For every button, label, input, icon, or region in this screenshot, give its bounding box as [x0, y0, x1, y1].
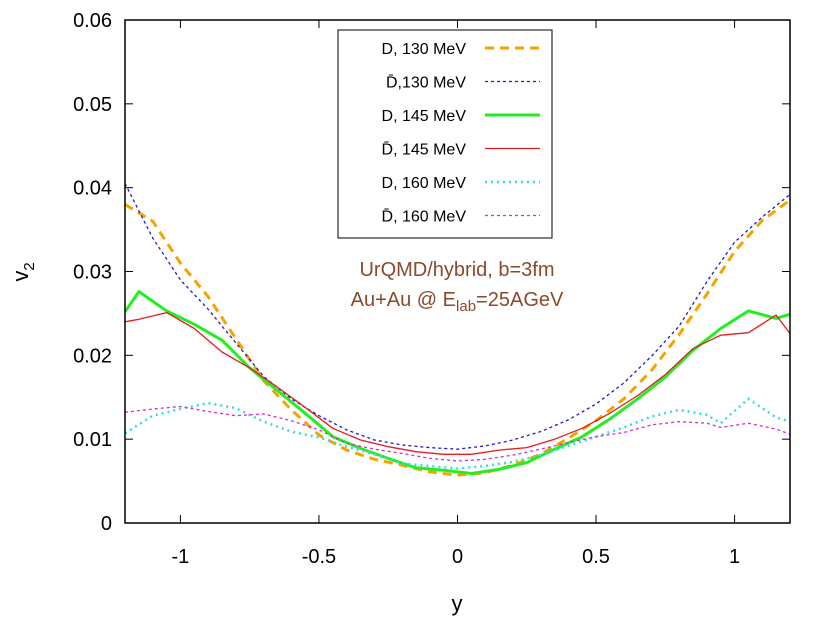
y-tick-label: 0.05	[73, 94, 112, 116]
series-layer	[125, 183, 790, 477]
x-tick-label: 0.5	[582, 546, 610, 568]
series-line-6	[125, 405, 790, 462]
series-line-1	[125, 198, 790, 477]
y-tick-label: 0	[101, 513, 112, 535]
legend: D, 130 MeV D̄,130 MeV D, 145 MeV D̄, 145 Me…	[337, 29, 553, 239]
legend-box	[337, 29, 553, 239]
annotation-line-2-sub: lab	[456, 298, 476, 315]
annotation-line-2-prefix: Au+Au @ E	[351, 289, 456, 311]
legend-items: D, 130 MeV D̄,130 MeV D, 145 MeV D̄, 145 Me…	[382, 41, 540, 226]
series-line-2	[125, 183, 790, 450]
x-tick-label: -0.5	[302, 546, 336, 568]
y-axis-label: v2	[8, 262, 38, 281]
series-line-5	[125, 397, 790, 470]
x-tick-label: 0	[452, 546, 463, 568]
y-tick-label: 0.06	[73, 10, 112, 32]
legend-label-3: D, 145 MeV	[382, 108, 467, 125]
legend-label-4: D̄, 145 MeV	[382, 141, 467, 158]
annotation-line-1: UrQMD/hybrid, b=3fm	[359, 259, 554, 281]
y-axis-label-sub: 2	[21, 262, 38, 270]
y-tick-label: 0.03	[73, 262, 112, 284]
y-axis-label-main: v	[8, 271, 33, 282]
series-line-4	[125, 311, 790, 455]
legend-label-6: D̄, 160 MeV	[382, 208, 467, 225]
series-line-3	[125, 290, 790, 475]
annotation-line-2: Au+Au @ Elab=25AGeV	[351, 289, 564, 315]
annotation: UrQMD/hybrid, b=3fm Au+Au @ Elab=25AGeV	[351, 259, 564, 315]
x-tick-label: 1	[729, 546, 740, 568]
axes-layer: -1 -0.5 0 0.5 1 0 0.01 0.02 0.03 0.04 0.05 0.06	[73, 10, 790, 568]
legend-label-1: D, 130 MeV	[382, 41, 467, 58]
legend-label-5: D, 160 MeV	[382, 175, 467, 192]
annotation-line-2-suffix: =25AGeV	[476, 289, 564, 311]
y-tick-label: 0.01	[73, 429, 112, 451]
x-axis-label: y	[452, 591, 463, 616]
legend-label-2: D̄,130 MeV	[386, 74, 466, 91]
y-tick-label: 0.04	[73, 178, 112, 200]
y-tick-label: 0.02	[73, 345, 112, 367]
x-tick-label: -1	[172, 546, 190, 568]
